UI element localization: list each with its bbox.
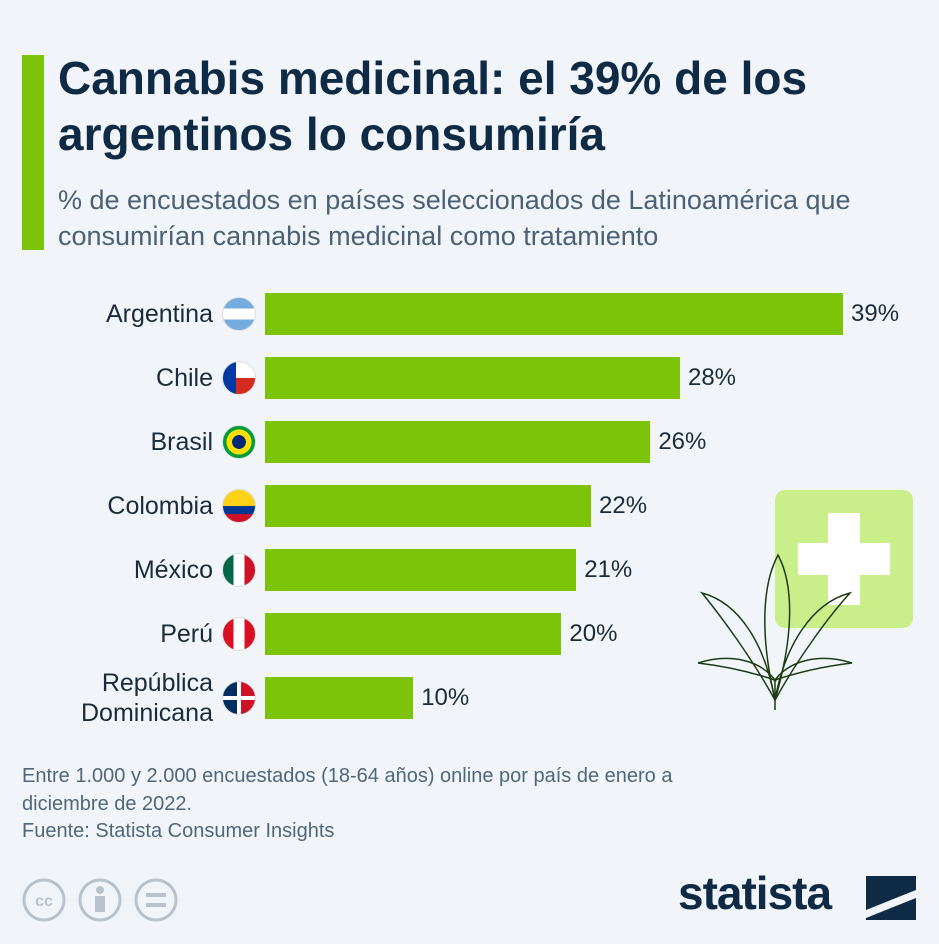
bar — [265, 485, 592, 527]
license-icons: cc — [22, 878, 178, 922]
flag-icon — [222, 297, 256, 331]
accent-bar — [22, 55, 44, 250]
bar — [265, 421, 651, 463]
brand-logo: statista — [678, 867, 832, 919]
flag-icon — [222, 489, 256, 523]
category-label: Argentina — [105, 300, 213, 328]
flag-icon — [222, 681, 256, 715]
category-label: Perú — [160, 620, 213, 648]
value-label: 28% — [687, 364, 737, 391]
bar-row: Argentina 39% — [0, 293, 939, 335]
decoration — [697, 490, 913, 710]
flag-icon — [222, 425, 256, 459]
svg-text:cc: cc — [35, 893, 53, 910]
bar — [265, 613, 562, 655]
chart: Argentina 39% Chile 28% Brasil 26% Colombia 22%… — [0, 280, 939, 730]
bar — [265, 549, 577, 591]
value-label: 21% — [584, 556, 633, 583]
value-label: 26% — [658, 428, 707, 455]
flag-icon — [222, 617, 256, 651]
value-label: 10% — [421, 684, 470, 711]
bar-row: Chile 28% — [0, 357, 939, 399]
source: Fuente: Statista Consumer Insights — [22, 820, 335, 842]
category-label: México — [133, 556, 213, 584]
value-label: 20% — [569, 620, 618, 647]
brand-mark — [866, 876, 916, 920]
bar-row: Perú 20% — [0, 613, 939, 655]
footnote: Entre 1.000 y 2.000 encuestados (18-64 a… — [22, 765, 673, 815]
bar — [265, 293, 843, 335]
category-label: Chile — [156, 364, 213, 392]
bar-row: República Dominicana 10% — [0, 669, 939, 727]
bar-row: México 21% — [0, 549, 939, 591]
category-label: República Dominicana — [80, 669, 213, 727]
value-label: 39% — [851, 300, 900, 327]
bar — [265, 357, 680, 399]
bar — [265, 677, 414, 719]
flag-icon — [222, 553, 256, 587]
bar-row: Brasil 26% — [0, 421, 939, 463]
subtitle: % de encuestados en países seleccionados… — [58, 185, 851, 251]
category-label: Brasil — [150, 428, 213, 456]
category-label: Colombia — [107, 492, 213, 520]
flag-icon — [222, 361, 256, 395]
bar-row: Colombia 22% — [0, 485, 939, 527]
value-label: 22% — [599, 492, 648, 519]
title: Cannabis medicinal: el 39% de los argent… — [58, 52, 808, 160]
